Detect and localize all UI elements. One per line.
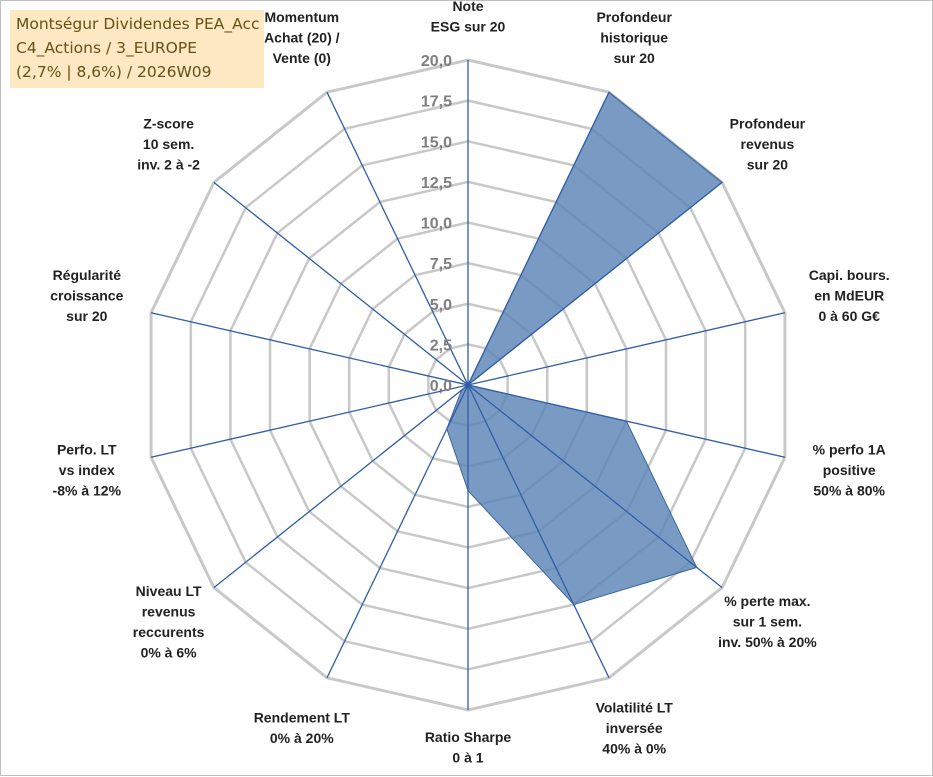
axis-label: Profondeur historique sur 20 (596, 9, 672, 66)
axis-label-line: Régularité (53, 267, 122, 283)
axis-label-line: Niveau LT (136, 583, 202, 599)
axis-label: Niveau LT revenus reccurents 0% à 6% (133, 583, 205, 661)
axis-label-line: Profondeur (596, 9, 672, 25)
axis-label-line: Perfo. LT (57, 441, 117, 457)
fund-title-line1: Montségur Dividendes PEA_Acc (16, 15, 260, 33)
axis-label-line: vs index (59, 462, 115, 478)
axis-spoke (467, 181, 723, 386)
axis-label-line: Vente (0) (273, 50, 331, 66)
axis-label-line: -8% à 12% (53, 482, 122, 498)
axis-label-line: Capi. bours. (809, 267, 890, 283)
axis-label: % perfo 1A positive 50% à 80% (813, 441, 886, 498)
axis-label-line: croissance (50, 288, 123, 304)
tick-label: 2,5 (430, 337, 452, 354)
axis-spoke (326, 384, 469, 679)
axis-label-line: Ratio Sharpe (425, 729, 512, 745)
axis-label-line: inv. 50% à 20% (718, 634, 817, 650)
axis-label-line: 0% à 6% (141, 644, 198, 660)
axis-label-line: 0% à 20% (270, 730, 334, 746)
tick-label: 7,5 (430, 256, 452, 273)
axis-label-line: 50% à 80% (813, 482, 885, 498)
fund-title-line3: (2,7% | 8,6%) / 2026W09 (16, 63, 212, 81)
axis-label-line: en MdEUR (814, 288, 884, 304)
axis-label-line: 0 à 60 G€ (818, 308, 880, 324)
axis-spoke (326, 91, 469, 386)
axis-label-line: Profondeur (730, 116, 806, 132)
tick-label: 10,0 (421, 216, 452, 233)
axis-label-line: % perte max. (724, 593, 810, 609)
axis-label-line: Momentum (264, 9, 339, 25)
fund-title-box: Montségur Dividendes PEA_Acc C4_Actions … (10, 10, 264, 88)
axis-spoke (467, 312, 786, 386)
axis-label-line: % perfo 1A (813, 441, 886, 457)
axis-label-line: Volatilité LT (596, 699, 674, 715)
axis-label: Note ESG sur 20 (431, 1, 506, 35)
axis-label: Ratio Sharpe 0 à 1 (425, 729, 512, 766)
axis-spoke (150, 312, 469, 386)
axis-label-line: revenus (741, 136, 795, 152)
axis-label: Capi. bours. en MdEUR 0 à 60 G€ (809, 267, 890, 324)
axis-label-line: sur 20 (747, 157, 788, 173)
axis-label-line: sur 20 (66, 308, 107, 324)
axis-label: Régularité croissance sur 20 (50, 267, 123, 324)
fund-title-line2: C4_Actions / 3_EUROPE (16, 39, 197, 57)
axis-spoke (213, 181, 469, 386)
tick-label: 15,0 (421, 134, 452, 151)
axis-spoke (467, 384, 723, 589)
axis-spoke (150, 384, 469, 458)
axis-label-line: 10 sem. (143, 136, 194, 152)
axis-label-line: revenus (142, 603, 196, 619)
axis-label-line: Rendement LT (254, 710, 351, 726)
axis-spoke (467, 91, 610, 386)
axis-spoke (467, 384, 610, 679)
axis-label: Rendement LT 0% à 20% (254, 710, 351, 747)
axis-label: Momentum Achat (20) / Vente (0) (264, 9, 340, 66)
axis-label-line: ESG sur 20 (431, 19, 506, 35)
axis-label-line: inversée (606, 720, 663, 736)
axis-label: Volatilité LT inversée 40% à 0% (596, 699, 674, 756)
tick-label: 12,5 (421, 175, 452, 192)
axis-label-line: Z-score (143, 116, 194, 132)
axis-label-line: reccurents (133, 624, 205, 640)
axis-label-line: 0 à 1 (452, 750, 483, 766)
axis-label-line: sur 1 sem. (733, 614, 802, 630)
tick-label: 20,0 (421, 53, 452, 70)
axis-label-line: Note (452, 1, 483, 14)
axis-label: Z-score 10 sem. inv. 2 à -2 (137, 116, 200, 173)
axis-label: % perte max. sur 1 sem. inv. 50% à 20% (718, 593, 817, 650)
tick-label: 0,0 (430, 378, 452, 395)
axis-label: Profondeur revenus sur 20 (730, 116, 806, 173)
axis-label-line: 40% à 0% (602, 740, 666, 756)
axis-label-line: sur 20 (614, 50, 655, 66)
tick-label: 17,5 (421, 94, 452, 111)
axis-label-line: inv. 2 à -2 (137, 157, 200, 173)
axis-label-line: Achat (20) / (264, 30, 340, 46)
axis-label-line: historique (600, 30, 668, 46)
axis-spoke (213, 384, 469, 589)
axis-label: Perfo. LT vs index -8% à 12% (53, 441, 122, 498)
tick-label: 5,0 (430, 297, 452, 314)
axis-label-line: positive (823, 462, 876, 478)
axis-spoke (467, 384, 786, 458)
